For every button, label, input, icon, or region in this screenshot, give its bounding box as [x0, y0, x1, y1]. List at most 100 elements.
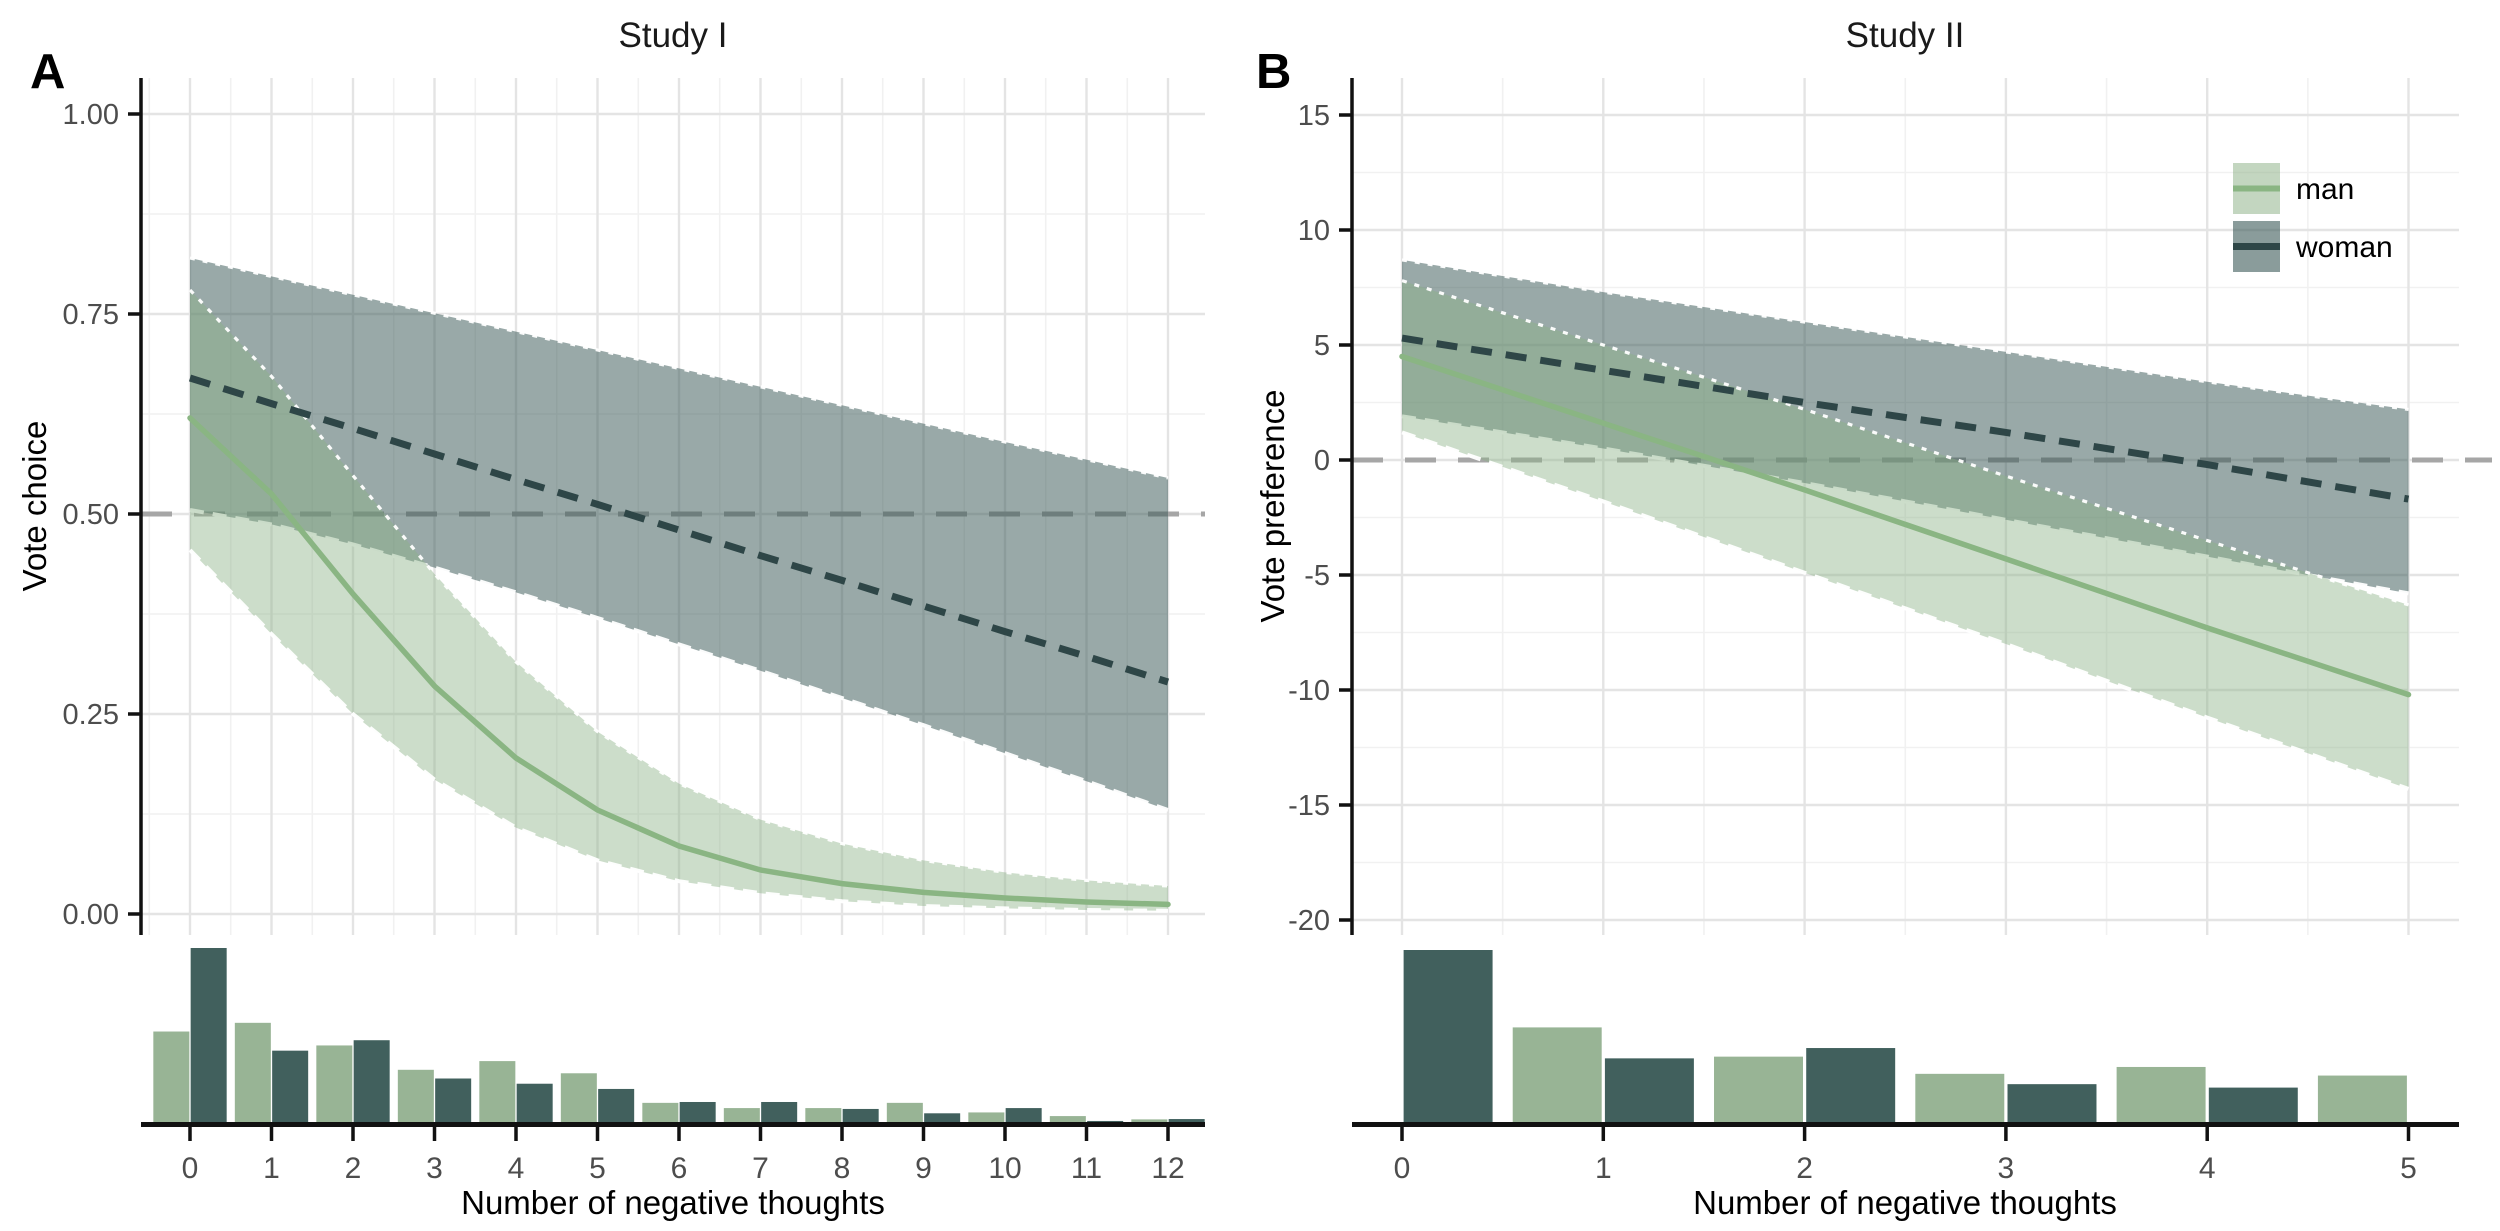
- marginal-histogram: [1403, 950, 2407, 1122]
- woman-fit-line: [1401, 334, 2410, 503]
- marginal-histogram: [153, 948, 1205, 1122]
- hist-bar-man-10: [968, 1112, 1005, 1122]
- hist-bar-man-5: [560, 1073, 597, 1122]
- hist-bar-man-3: [1915, 1073, 2005, 1122]
- hist-bar-man-4: [2116, 1066, 2206, 1122]
- y-tick-label: -15: [1288, 790, 1330, 822]
- y-tick-label: -10: [1288, 675, 1330, 707]
- hist-bar-man-12: [1131, 1119, 1168, 1122]
- panel-b-letter: B: [1256, 45, 1291, 99]
- hist-bar-man-7: [723, 1108, 760, 1122]
- y-tick-label: 0.25: [63, 699, 119, 731]
- y-tick-label: 15: [1298, 100, 1330, 132]
- x-tick-label: 12: [1151, 1152, 1184, 1185]
- legend: man woman: [2233, 163, 2393, 272]
- man-ci-ribbon-upper-edge: [188, 288, 1169, 888]
- x-tick-label: 10: [988, 1152, 1021, 1185]
- x-tick-label: 1: [1595, 1152, 1612, 1185]
- x-tick-label: 4: [508, 1152, 525, 1185]
- hist-bar-woman-8: [842, 1108, 879, 1122]
- y-tick-label: 0.75: [63, 299, 119, 331]
- hist-bar-man-5: [2317, 1075, 2407, 1122]
- woman-ci-ribbon-lower-edge: [1401, 414, 2409, 596]
- y-tick-label: 1.00: [63, 99, 119, 131]
- x-tick-label: 3: [426, 1152, 443, 1185]
- hist-bar-man-1: [1512, 1027, 1602, 1122]
- hist-bar-man-1: [234, 1022, 271, 1122]
- x-tick-label: 3: [1998, 1152, 2015, 1185]
- woman-ci-ribbon-upper-edge: [189, 256, 1169, 480]
- y-tick-label: 0.00: [63, 899, 119, 931]
- y-tick-label: -5: [1304, 560, 1330, 592]
- x-tick-label: 2: [1796, 1152, 1813, 1185]
- panel-b-title: Study II: [1846, 16, 1965, 55]
- x-tick-label: 6: [671, 1152, 688, 1185]
- x-tick-label: 9: [915, 1152, 932, 1185]
- hist-bar-man-9: [886, 1102, 923, 1122]
- hist-bar-woman-6: [679, 1101, 716, 1122]
- man-ci-ribbon: [1402, 280, 2409, 789]
- man-fit-line: [1399, 353, 2412, 698]
- hist-bar-man-0: [153, 1031, 190, 1122]
- y-tick-label: 0.50: [63, 499, 119, 531]
- x-tick-label: 1: [263, 1152, 280, 1185]
- hist-bar-woman-10: [1005, 1108, 1042, 1122]
- hist-bar-woman-2: [1806, 1048, 1896, 1122]
- x-tick-label: 8: [834, 1152, 851, 1185]
- hist-bar-woman-2: [353, 1040, 390, 1122]
- hist-bar-man-2: [316, 1045, 353, 1122]
- x-tick-label: 0: [182, 1152, 199, 1185]
- hist-bar-woman-1: [272, 1050, 309, 1122]
- x-tick-label: 5: [2400, 1152, 2417, 1185]
- man-ci-ribbon-lower-edge: [188, 548, 1169, 913]
- y-tick-label: 10: [1298, 215, 1330, 247]
- hist-bar-woman-3: [435, 1078, 472, 1122]
- hist-bar-man-4: [479, 1061, 516, 1122]
- hist-bar-woman-3: [2007, 1084, 2097, 1122]
- hist-bar-woman-1: [1604, 1058, 1694, 1122]
- x-tick-label: 2: [345, 1152, 362, 1185]
- y-tick-label: 0: [1314, 445, 1330, 477]
- woman-ci-ribbon: [1402, 259, 2409, 594]
- hist-bar-woman-4: [2208, 1087, 2298, 1122]
- woman-ci-ribbon-lower-edge: [189, 508, 1169, 812]
- x-tick-label: 4: [2199, 1152, 2216, 1185]
- x-tick-label: 0: [1394, 1152, 1411, 1185]
- hist-bar-woman-11: [1087, 1120, 1124, 1122]
- panel-a: 0.000.250.500.751.000 1 2 3 4 5 6 7 8 9 10 11 12: [63, 78, 1205, 1185]
- woman-ci-ribbon-upper-edge: [1401, 258, 2409, 411]
- hist-bar-woman-4: [516, 1083, 553, 1122]
- hist-bar-man-3: [397, 1069, 434, 1122]
- x-tick-label: 7: [752, 1152, 769, 1185]
- hist-bar-woman-7: [761, 1101, 798, 1122]
- y-tick-label: 5: [1314, 330, 1330, 362]
- hist-bar-woman-9: [924, 1113, 961, 1122]
- hist-bar-woman-5: [598, 1088, 635, 1122]
- panel-a-letter: A: [30, 45, 65, 99]
- hist-bar-man-6: [642, 1102, 679, 1122]
- legend-label-man: man: [2296, 173, 2354, 206]
- panel-b-x-axis-title: Number of negative thoughts: [1693, 1184, 2117, 1221]
- y-tick-label: -20: [1288, 905, 1330, 937]
- woman-ci-ribbon: [190, 258, 1168, 810]
- hist-bar-woman-12: [1168, 1119, 1205, 1122]
- panel-a-y-axis-title: Vote choice: [16, 421, 53, 592]
- hist-bar-man-11: [1049, 1116, 1086, 1122]
- x-tick-label: 11: [1071, 1152, 1102, 1185]
- hist-bar-man-2: [1714, 1056, 1803, 1122]
- hist-bar-man-8: [805, 1108, 842, 1122]
- hist-bar-woman-0: [190, 948, 227, 1122]
- man-ci-ribbon-lower-edge: [1401, 430, 2410, 791]
- panel-a-x-axis-title: Number of negative thoughts: [461, 1184, 885, 1221]
- panel-b: -20 -15 -10 -5 0 5 10 15 0 1 2 3 4 5: [1288, 78, 2492, 1185]
- man-ci-ribbon: [190, 290, 1168, 911]
- panel-a-title: Study I: [619, 16, 728, 55]
- panel-b-y-axis-title: Vote preference: [1254, 390, 1291, 623]
- woman-fit-line: [188, 374, 1170, 686]
- x-tick-label: 5: [589, 1152, 606, 1185]
- hist-bar-woman-0: [1403, 950, 1493, 1122]
- man-fit-line: [187, 415, 1171, 908]
- legend-label-woman: woman: [2295, 231, 2393, 264]
